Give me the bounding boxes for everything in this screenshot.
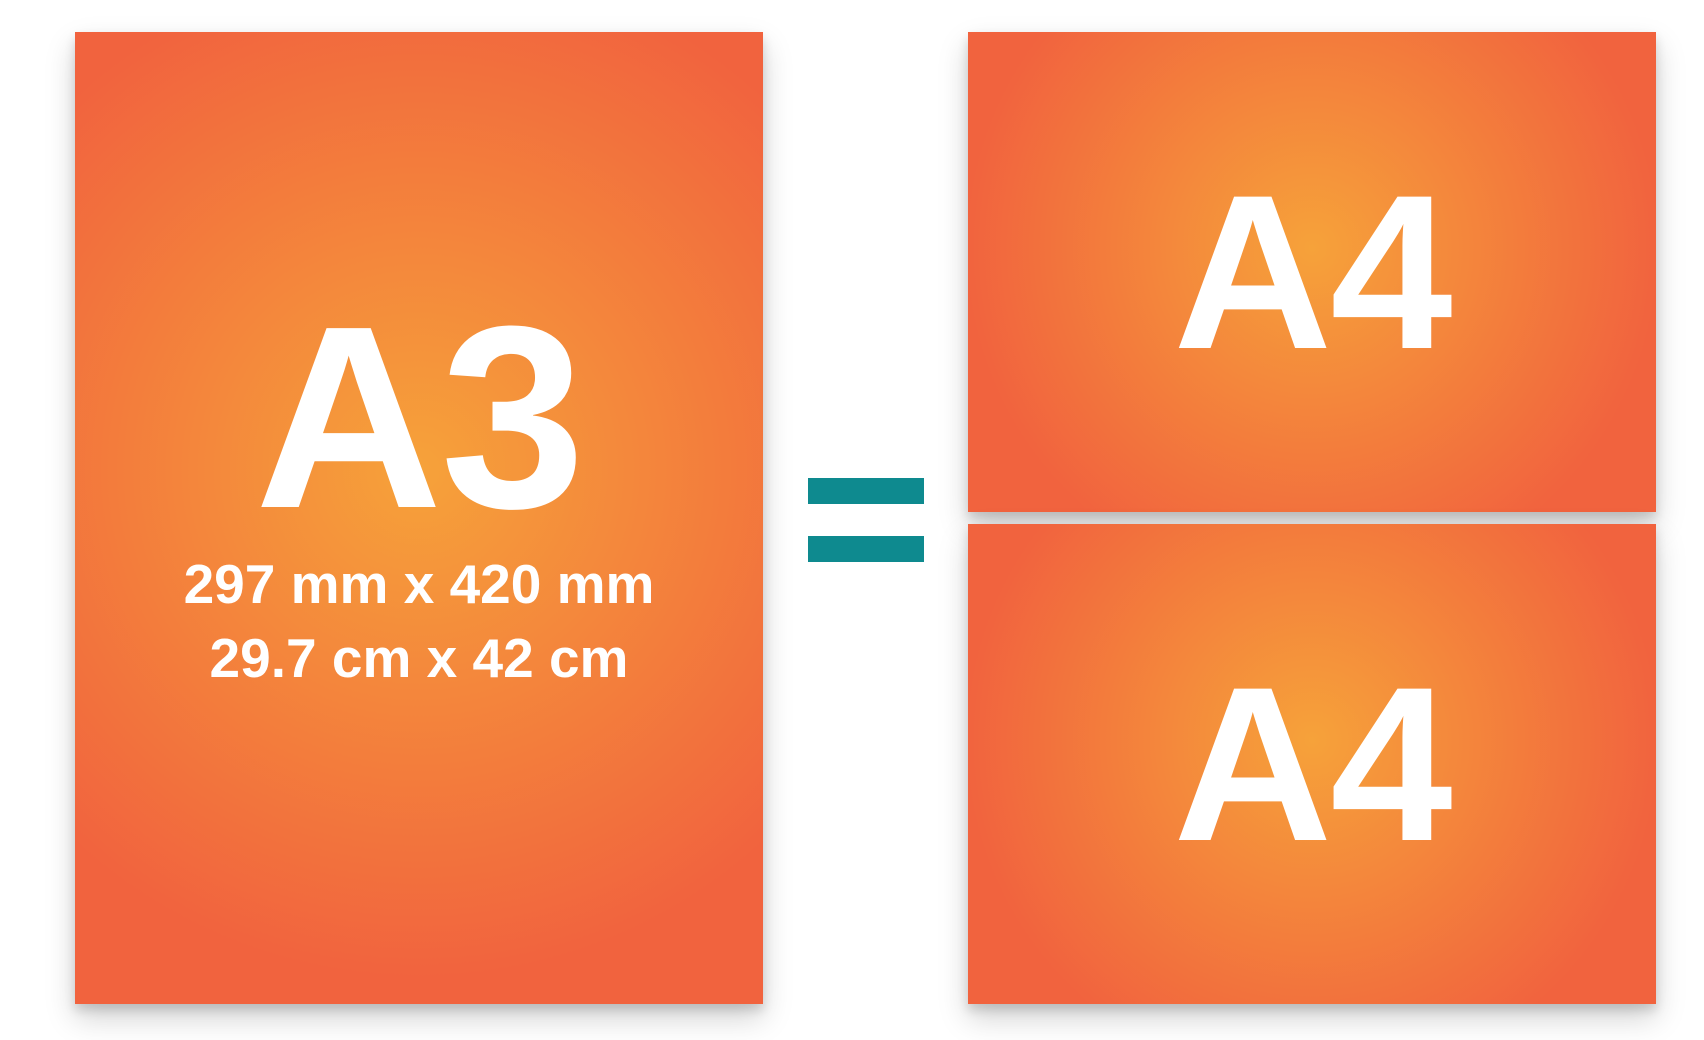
equals-sign xyxy=(808,478,924,562)
a3-dimensions-cm: 29.7 cm x 42 cm xyxy=(210,621,629,695)
a4-bottom-label: A4 xyxy=(1173,665,1450,863)
paper-size-diagram: A3 297 mm x 420 mm 29.7 cm x 42 cm A4 A4 xyxy=(0,0,1704,1040)
a3-sheet: A3 297 mm x 420 mm 29.7 cm x 42 cm xyxy=(75,32,763,1004)
a3-dimensions-mm: 297 mm x 420 mm xyxy=(184,547,655,621)
equals-bar-bottom xyxy=(808,536,924,562)
a4-sheet-top: A4 xyxy=(968,32,1656,512)
equals-bar-top xyxy=(808,478,924,504)
a4-sheet-bottom: A4 xyxy=(968,524,1656,1004)
a3-label: A3 xyxy=(255,301,583,535)
a4-top-label: A4 xyxy=(1173,173,1450,371)
